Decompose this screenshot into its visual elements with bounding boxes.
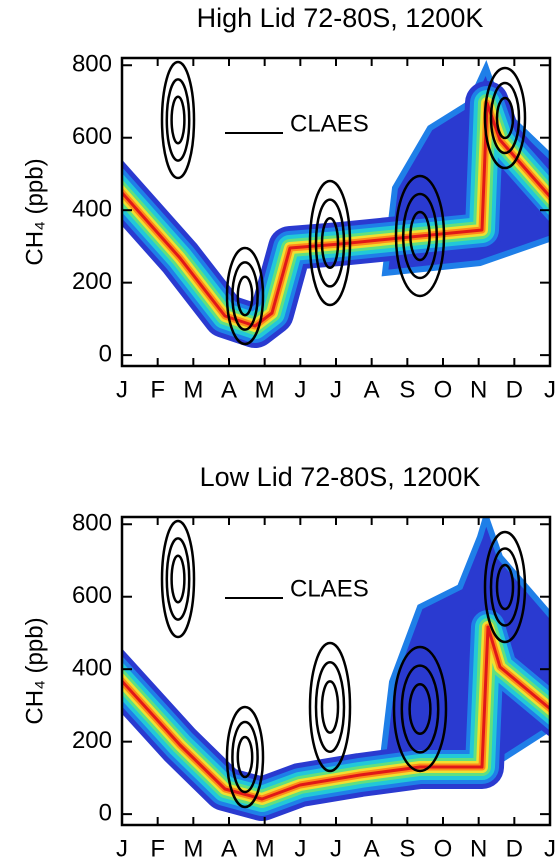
y-tick-label: 0 (99, 340, 112, 367)
x-tick-label: J (116, 835, 128, 862)
claes-contour (308, 641, 352, 773)
claes-contour (401, 192, 439, 280)
claes-contour (320, 216, 340, 270)
claes-contour (495, 563, 515, 611)
legend-label: CLAES (290, 575, 369, 602)
x-tick-label: D (506, 835, 523, 862)
x-tick-label: A (221, 835, 237, 862)
plot-area (122, 59, 550, 348)
claes-contour (231, 261, 259, 331)
x-tick-label: J (294, 835, 306, 862)
claes-contour (231, 720, 259, 794)
contour-field (376, 517, 550, 786)
claes-contour (314, 660, 346, 754)
claes-contour (225, 246, 265, 346)
x-tick-label: F (150, 376, 165, 403)
claes-contour (225, 705, 265, 809)
x-tick-label: J (330, 376, 342, 403)
x-tick-label: M (183, 835, 203, 862)
y-tick-label: 600 (72, 582, 112, 609)
claes-contour (160, 60, 196, 180)
x-tick-label: A (221, 376, 237, 403)
x-tick-label: J (544, 376, 556, 403)
claes-contour (236, 275, 254, 317)
legend-label: CLAES (290, 110, 369, 137)
claes-contour (483, 530, 527, 644)
y-tick-label: 400 (72, 655, 112, 682)
x-tick-label: F (150, 835, 165, 862)
claes-contour (408, 682, 432, 736)
x-tick-label: M (255, 376, 275, 403)
claes-contour (314, 198, 346, 288)
claes-contour (170, 95, 186, 145)
x-tick-label: N (470, 376, 487, 403)
contour-band (122, 625, 550, 801)
claes-contour (409, 210, 431, 262)
claes-contour (308, 179, 352, 307)
claes-contour (483, 66, 527, 170)
y-tick-label: 200 (72, 727, 112, 754)
claes-contour (394, 174, 446, 298)
y-tick-label: 600 (72, 123, 112, 150)
x-tick-label: M (255, 835, 275, 862)
x-tick-label: M (183, 376, 203, 403)
x-tick-label: O (434, 835, 453, 862)
y-axis-label: CH₄ (ppb) (21, 158, 48, 265)
x-tick-label: J (294, 376, 306, 403)
y-axis-label: CH₄ (ppb) (21, 617, 48, 724)
claes-contour (392, 645, 448, 773)
x-tick-label: S (399, 376, 415, 403)
x-tick-label: A (364, 376, 380, 403)
claes-contour (495, 96, 515, 140)
claes-contour (165, 537, 191, 621)
x-tick-label: D (506, 376, 523, 403)
x-tick-label: O (434, 376, 453, 403)
claes-contour (400, 664, 440, 754)
claes-contour (320, 680, 340, 734)
x-tick-label: J (116, 376, 128, 403)
x-tick-label: A (364, 835, 380, 862)
claes-contour (160, 519, 196, 639)
x-tick-label: N (470, 835, 487, 862)
x-tick-label: S (399, 835, 415, 862)
y-tick-label: 400 (72, 196, 112, 223)
x-tick-label: J (544, 835, 556, 862)
y-tick-label: 800 (72, 51, 112, 78)
y-tick-label: 800 (72, 510, 112, 537)
y-tick-label: 0 (99, 799, 112, 826)
claes-contour (236, 735, 254, 779)
chart-title: High Lid 72-80S, 1200K (197, 3, 484, 33)
claes-contour (165, 78, 191, 162)
claes-contour (170, 554, 186, 604)
x-tick-label: J (330, 835, 342, 862)
y-tick-label: 200 (72, 268, 112, 295)
plot-area (122, 517, 550, 821)
claes-contour (489, 81, 521, 155)
claes-contour (489, 547, 521, 627)
chart-title: Low Lid 72-80S, 1200K (200, 462, 481, 492)
